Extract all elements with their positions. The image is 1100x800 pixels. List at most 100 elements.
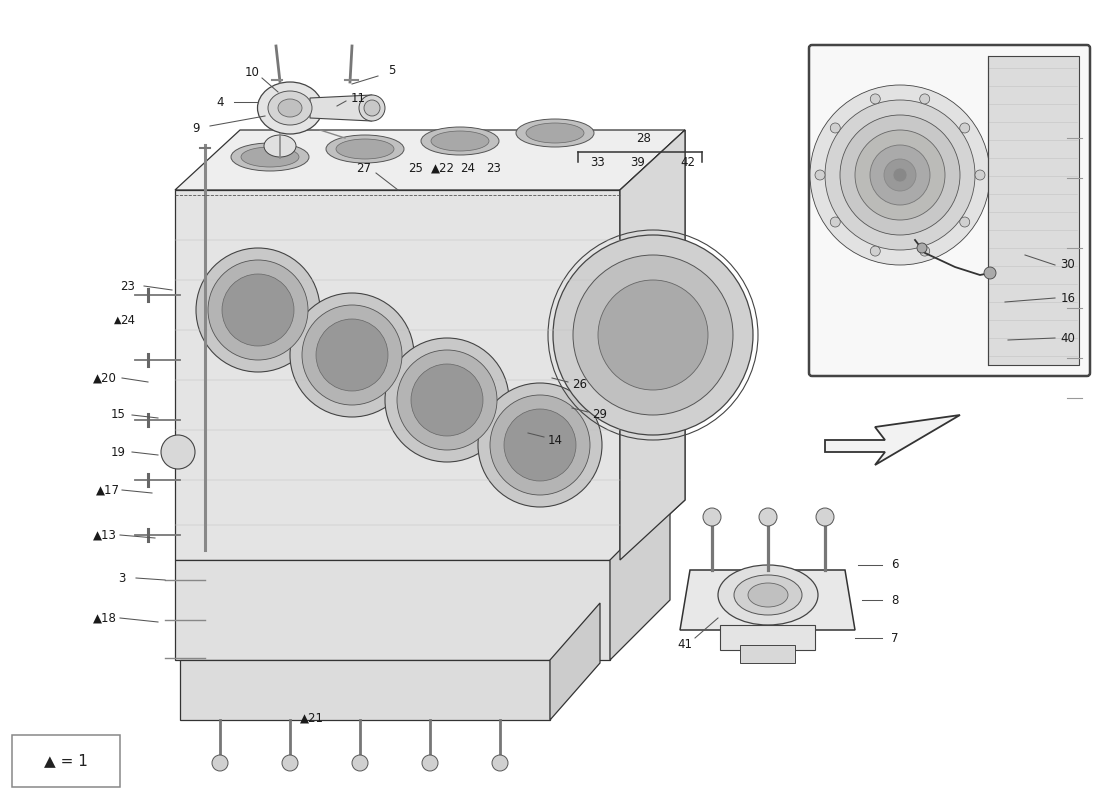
Circle shape <box>161 435 195 469</box>
Circle shape <box>870 145 930 205</box>
Bar <box>12 735 120 787</box>
Circle shape <box>840 115 960 235</box>
Circle shape <box>920 246 929 256</box>
Text: ▲21: ▲21 <box>300 711 324 725</box>
Circle shape <box>703 508 720 526</box>
Text: 11: 11 <box>351 91 365 105</box>
Circle shape <box>870 246 880 256</box>
Ellipse shape <box>734 575 802 615</box>
Text: 9: 9 <box>192 122 200 134</box>
Circle shape <box>222 274 294 346</box>
Polygon shape <box>720 625 815 650</box>
Ellipse shape <box>326 135 404 163</box>
Polygon shape <box>620 130 685 560</box>
Text: eu: eu <box>314 355 526 505</box>
Text: 14: 14 <box>548 434 562 446</box>
Polygon shape <box>680 570 855 630</box>
Circle shape <box>830 217 840 227</box>
Text: ▲ = 1: ▲ = 1 <box>44 754 88 769</box>
Text: ▲20: ▲20 <box>94 371 117 385</box>
Circle shape <box>208 260 308 360</box>
Circle shape <box>959 217 970 227</box>
Text: ▲18: ▲18 <box>94 611 117 625</box>
Circle shape <box>196 248 320 372</box>
Text: 4: 4 <box>217 95 223 109</box>
Ellipse shape <box>526 123 584 143</box>
Circle shape <box>492 755 508 771</box>
Circle shape <box>815 170 825 180</box>
Text: 10: 10 <box>244 66 260 78</box>
Ellipse shape <box>241 147 299 167</box>
Circle shape <box>920 94 929 104</box>
Circle shape <box>830 123 840 133</box>
Text: 7: 7 <box>891 631 899 645</box>
Text: 15: 15 <box>111 409 125 422</box>
Ellipse shape <box>264 135 296 157</box>
Text: 16: 16 <box>1060 291 1076 305</box>
Text: 39: 39 <box>630 155 646 169</box>
Polygon shape <box>825 415 960 465</box>
Text: 23: 23 <box>486 162 502 174</box>
Text: 24: 24 <box>121 314 135 326</box>
Circle shape <box>316 319 388 391</box>
Text: ▲13: ▲13 <box>94 529 117 542</box>
Text: ▲22: ▲22 <box>431 162 455 174</box>
Ellipse shape <box>431 131 490 151</box>
Circle shape <box>290 293 414 417</box>
Ellipse shape <box>257 82 322 134</box>
Text: 23: 23 <box>121 279 135 293</box>
Circle shape <box>352 755 368 771</box>
Text: 42: 42 <box>681 155 695 169</box>
Circle shape <box>598 280 708 390</box>
Ellipse shape <box>421 127 499 155</box>
Ellipse shape <box>268 91 312 125</box>
Circle shape <box>282 755 298 771</box>
Text: 8: 8 <box>891 594 899 606</box>
Text: a passion for parts since 19: a passion for parts since 19 <box>267 464 592 556</box>
Text: 5: 5 <box>388 63 396 77</box>
Circle shape <box>870 94 880 104</box>
Text: 3: 3 <box>119 571 125 585</box>
Text: 27: 27 <box>356 162 372 174</box>
Text: 40: 40 <box>1060 331 1076 345</box>
Ellipse shape <box>278 99 303 117</box>
Text: ▲17: ▲17 <box>96 483 120 497</box>
Polygon shape <box>310 95 372 121</box>
Circle shape <box>975 170 984 180</box>
Polygon shape <box>550 603 600 720</box>
Text: 24: 24 <box>461 162 475 174</box>
Circle shape <box>959 123 970 133</box>
Circle shape <box>573 255 733 415</box>
Ellipse shape <box>718 565 818 625</box>
Ellipse shape <box>516 119 594 147</box>
Polygon shape <box>988 56 1079 365</box>
Circle shape <box>302 305 402 405</box>
Polygon shape <box>740 645 795 663</box>
Circle shape <box>359 95 385 121</box>
Text: ▲: ▲ <box>114 315 122 325</box>
Polygon shape <box>175 130 685 190</box>
Circle shape <box>364 100 380 116</box>
Text: 28: 28 <box>637 131 651 145</box>
Text: 25: 25 <box>408 162 424 174</box>
Circle shape <box>504 409 576 481</box>
Text: 6: 6 <box>891 558 899 571</box>
Circle shape <box>884 159 916 191</box>
Circle shape <box>917 243 927 253</box>
Polygon shape <box>620 130 685 560</box>
Polygon shape <box>175 190 620 560</box>
Circle shape <box>385 338 509 462</box>
Ellipse shape <box>231 143 309 171</box>
FancyBboxPatch shape <box>808 45 1090 376</box>
Text: 29: 29 <box>593 409 607 422</box>
Polygon shape <box>610 500 670 660</box>
Circle shape <box>490 395 590 495</box>
Ellipse shape <box>748 583 788 607</box>
Circle shape <box>855 130 945 220</box>
Text: 41: 41 <box>678 638 693 651</box>
Polygon shape <box>175 560 610 660</box>
Circle shape <box>422 755 438 771</box>
Circle shape <box>984 267 996 279</box>
Circle shape <box>810 85 990 265</box>
Text: 30: 30 <box>1060 258 1076 271</box>
